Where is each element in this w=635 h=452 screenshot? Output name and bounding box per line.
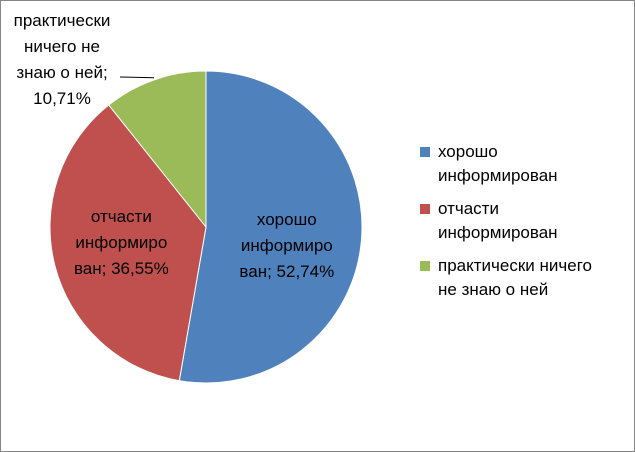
legend-label: практически ничего — [438, 256, 592, 275]
legend-swatch — [420, 147, 430, 157]
data-label-partial: отчасти информиро ван; 36,55% — [74, 207, 169, 278]
pie-slice-nothing — [108, 70, 207, 229]
legend-label: информирован — [438, 223, 558, 242]
legend-label: не знаю о ней — [438, 280, 549, 299]
legend: хорошо информирован отчасти информирован… — [420, 140, 625, 311]
pie-slice-partial — [49, 104, 207, 382]
data-label-nothing: практически ничего не знаю о ней; 10,71% — [14, 11, 111, 108]
legend-item-good: хорошо информирован — [420, 140, 625, 188]
data-label-good: хорошо информиро ван; 52,74% — [239, 210, 334, 281]
pie-slice-good — [178, 70, 363, 384]
legend-label: отчасти — [438, 199, 499, 218]
legend-swatch — [420, 204, 430, 214]
legend-swatch — [420, 261, 430, 271]
legend-item-nothing: практически ничего не знаю о ней — [420, 254, 625, 302]
legend-item-partial: отчасти информирован — [420, 197, 625, 245]
leader-line — [119, 76, 155, 79]
legend-label: хорошо — [438, 142, 498, 161]
legend-label: информирован — [438, 166, 558, 185]
